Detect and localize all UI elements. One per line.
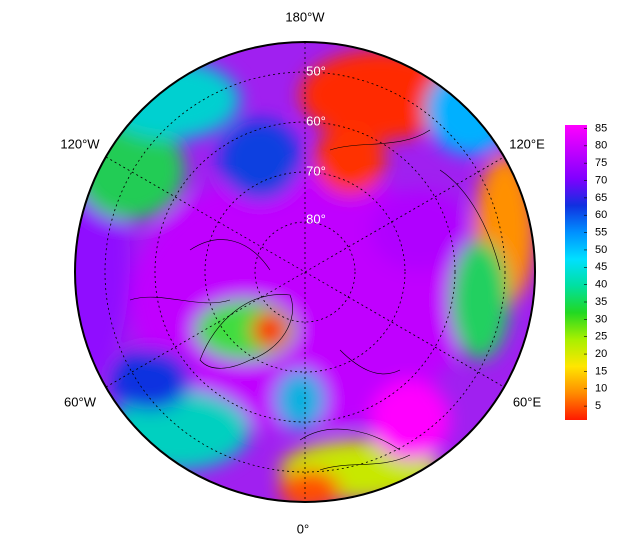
colorbar-bar bbox=[565, 125, 587, 420]
colorbar-tick-label: 40 bbox=[595, 279, 607, 291]
colorbar-tick-label: 45 bbox=[595, 261, 607, 273]
colorbar-tick-label: 50 bbox=[595, 244, 607, 256]
longitude-label: 0° bbox=[297, 521, 309, 536]
colorbar-tick-label: 5 bbox=[595, 400, 601, 412]
colorbar-tick-label: 65 bbox=[595, 192, 607, 204]
map-field bbox=[75, 42, 535, 502]
colorbar-tick-label: 10 bbox=[595, 383, 607, 395]
latitude-label: 50° bbox=[306, 63, 326, 78]
longitude-label: 180°W bbox=[285, 9, 325, 24]
colorbar-tick-label: 75 bbox=[595, 157, 607, 169]
latitude-label: 80° bbox=[306, 211, 326, 226]
colorbar-tick-label: 25 bbox=[595, 331, 607, 343]
coastlines bbox=[129, 129, 501, 471]
longitude-label: 60°W bbox=[64, 394, 97, 409]
colorbar-tick-label: 80 bbox=[595, 140, 607, 152]
colorbar-tick-label: 15 bbox=[595, 365, 607, 377]
longitude-label: 120°W bbox=[60, 136, 100, 151]
latitude-label: 60° bbox=[306, 113, 326, 128]
colorbar-tick-label: 85 bbox=[595, 122, 607, 134]
graticule bbox=[104, 42, 506, 502]
latitude-label: 70° bbox=[306, 163, 326, 178]
colorbar: 5 10 15 20 25 30 35 40 45 50 55 60 65 70 75 80 85 bbox=[565, 122, 607, 420]
colorbar-tick-label: 55 bbox=[595, 226, 607, 238]
colorbar-tick-label: 70 bbox=[595, 174, 607, 186]
longitude-label: 60°E bbox=[513, 394, 542, 409]
map-border bbox=[74, 41, 536, 503]
colorbar-tick-label: 20 bbox=[595, 348, 607, 360]
colorbar-tick-label: 60 bbox=[595, 209, 607, 221]
colorbar-tick-label: 30 bbox=[595, 313, 607, 325]
colorbar-tick-label: 35 bbox=[595, 296, 607, 308]
longitude-label: 120°E bbox=[509, 136, 545, 151]
